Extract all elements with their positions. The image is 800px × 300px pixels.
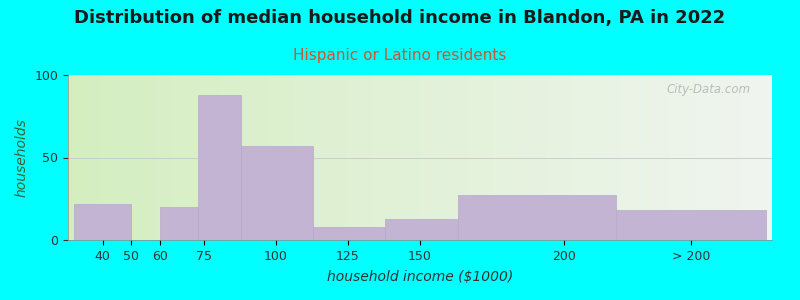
Bar <box>386 218 458 240</box>
Bar <box>198 95 241 240</box>
X-axis label: household income ($1000): household income ($1000) <box>327 270 513 284</box>
Bar <box>314 227 386 240</box>
Bar <box>616 210 766 240</box>
Y-axis label: households: households <box>15 118 29 197</box>
Bar <box>458 196 616 240</box>
Text: City-Data.com: City-Data.com <box>666 83 751 96</box>
Bar <box>74 204 131 240</box>
Text: Distribution of median household income in Blandon, PA in 2022: Distribution of median household income … <box>74 9 726 27</box>
Bar <box>241 146 314 240</box>
Text: Hispanic or Latino residents: Hispanic or Latino residents <box>294 48 506 63</box>
Bar <box>160 207 198 240</box>
